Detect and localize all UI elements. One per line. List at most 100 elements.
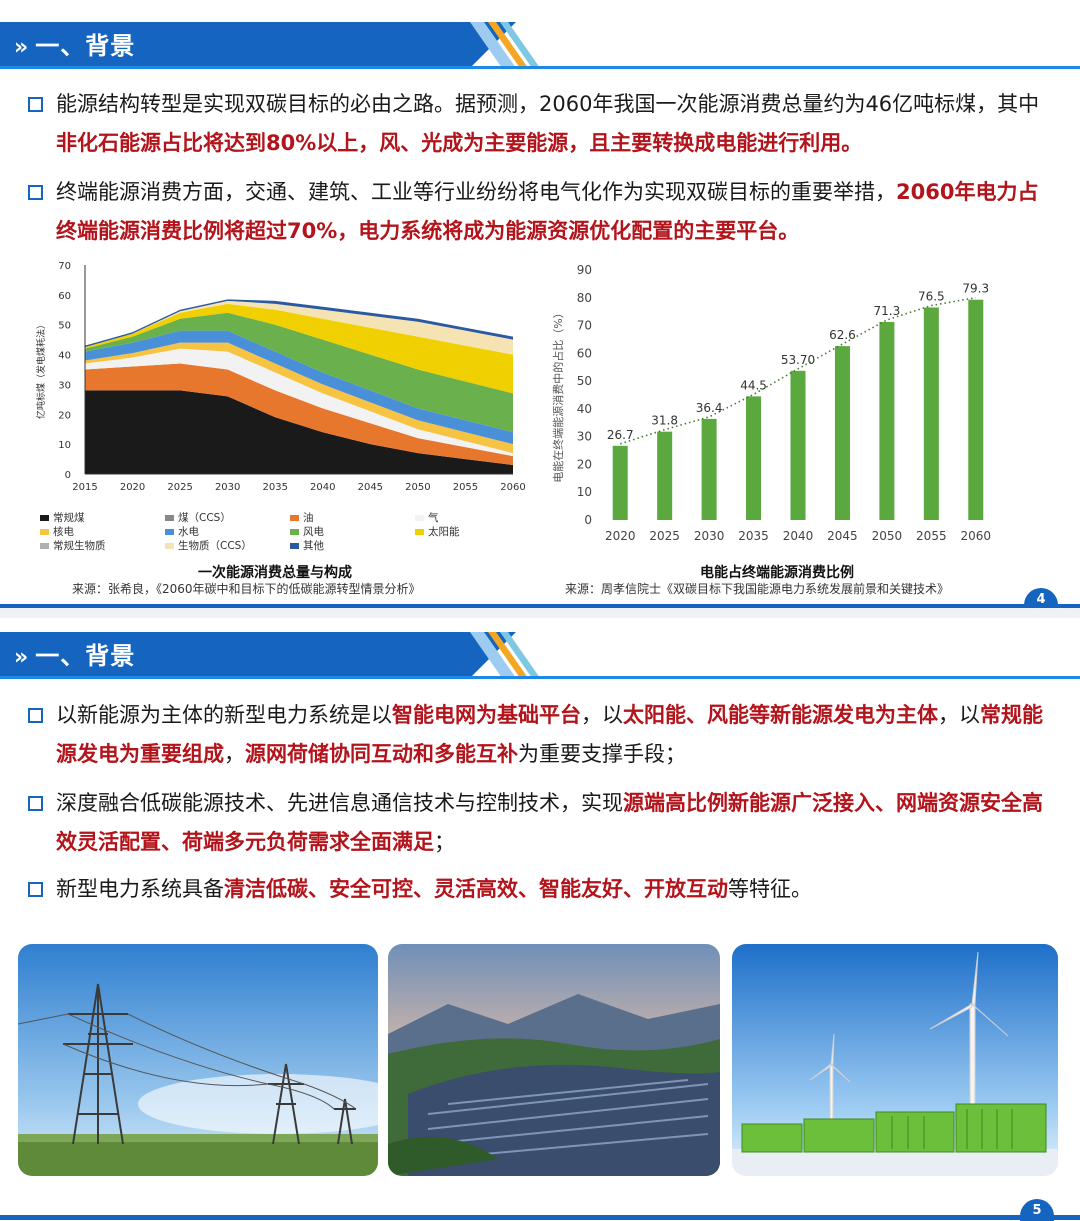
y-axis-label: 电能在终端能源消费中的占比（%） — [551, 307, 565, 482]
y-tick-label: 60 — [58, 291, 71, 302]
wind-turbine-energy-storage-image — [732, 944, 1058, 1176]
header-banner — [0, 632, 470, 678]
bar-value-label: 31.8 — [651, 414, 678, 428]
legend-label: 太阳能 — [428, 526, 460, 538]
header-stripes-icon — [470, 22, 540, 68]
x-tick-label: 2035 — [262, 482, 287, 493]
bar-2030 — [701, 418, 717, 520]
body-text: ； — [434, 830, 455, 854]
body-text: 以新能源为主体的新型电力系统是以 — [56, 703, 392, 727]
area-series-6 — [85, 303, 513, 394]
page-number: 4 — [1024, 588, 1058, 610]
y-tick-label: 30 — [58, 380, 71, 391]
bar-value-label: 36.4 — [696, 401, 723, 415]
square-bullet-icon — [28, 185, 43, 200]
y-tick-label: 50 — [577, 374, 592, 388]
legend-label: 煤（CCS） — [178, 512, 231, 524]
bar-value-label: 79.3 — [962, 282, 989, 296]
square-bullet-icon — [28, 708, 43, 723]
y-tick-label: 10 — [577, 485, 592, 499]
y-tick-label: 60 — [577, 346, 592, 360]
highlight-text: 太阳能、风能等新能源发电为主体 — [623, 703, 938, 727]
legend-swatch — [415, 515, 424, 521]
legend-item: 核电 — [40, 524, 74, 539]
legend-item: 其他 — [290, 538, 324, 553]
y-tick-label: 70 — [58, 261, 71, 272]
body-text: 终端能源消费方面，交通、建筑、工业等行业纷纷将电气化作为实现双碳目标的重要举措， — [56, 180, 896, 204]
bar-2035 — [746, 396, 762, 520]
section-title-text: 一、背景 — [35, 32, 136, 60]
bar-2050 — [879, 321, 895, 520]
body-text: ，以 — [938, 703, 980, 727]
bar-value-label: 44.5 — [740, 378, 767, 392]
power-transmission-towers-image — [18, 944, 378, 1176]
y-axis-label: 亿吨标煤（发电煤耗法） — [35, 320, 47, 419]
legend-item: 水电 — [165, 524, 199, 539]
legend-label: 其他 — [303, 540, 324, 552]
square-bullet-icon — [28, 97, 43, 112]
x-tick-label: 2045 — [358, 482, 383, 493]
bar-2055 — [923, 307, 939, 520]
legend-item: 常规煤 — [40, 510, 85, 525]
footer-bar — [0, 604, 1080, 609]
legend-swatch — [40, 543, 49, 549]
body-text: 深度融合低碳能源技术、先进信息通信技术与控制技术，实现 — [56, 791, 623, 815]
legend-item: 生物质（CCS） — [165, 538, 252, 553]
legend-label: 核电 — [53, 526, 74, 538]
y-tick-label: 0 — [584, 513, 592, 527]
legend-label: 水电 — [178, 526, 199, 538]
body-text: 为重要支撑手段； — [518, 742, 686, 766]
bar-chart-title: 电能占终端能源消费比例 — [700, 565, 854, 581]
y-tick-label: 20 — [577, 457, 592, 471]
bar-2025 — [657, 431, 673, 520]
area-series-2 — [85, 348, 513, 457]
area-series-4 — [85, 330, 513, 445]
x-tick-label: 2050 — [872, 529, 903, 543]
slide-separator — [0, 608, 1080, 620]
section-title: » 一、背景 — [14, 636, 135, 671]
bar-value-label: 26.7 — [607, 428, 634, 442]
legend-label: 生物质（CCS） — [178, 540, 252, 552]
legend-swatch — [290, 529, 299, 535]
y-tick-label: 30 — [577, 430, 592, 444]
bar-chart-source: 来源：周孝信院士《双碳目标下我国能源电力系统发展前景和关键技术》 — [565, 582, 950, 596]
legend-swatch — [290, 515, 299, 521]
trend-line — [619, 296, 976, 445]
y-tick-label: 40 — [577, 402, 592, 416]
x-tick-label: 2015 — [72, 482, 97, 493]
chevron-icon: » — [14, 35, 30, 60]
bullet-paragraph-1: 能源结构转型是实现双碳目标的必由之路。据预测，2060年我国一次能源消费总量约为… — [28, 85, 1058, 163]
bar-value-label: 62.6 — [829, 328, 856, 342]
section-title: » 一、背景 — [14, 26, 135, 61]
area-series-5 — [85, 312, 513, 433]
highlight-text: 非化石能源占比将达到80%以上，风、光成为主要能源，且主要转换成电能进行利用。 — [56, 131, 863, 155]
x-tick-label: 2055 — [453, 482, 478, 493]
legend-label: 气 — [428, 512, 439, 524]
legend-swatch — [165, 515, 174, 521]
highlight-text: 常规能源发电为重要组成 — [56, 703, 1043, 766]
bar-value-label: 76.5 — [918, 290, 945, 304]
highlight-text: 源端高比例新能源广泛接入、网端资源安全高效灵活配置、荷端多元负荷需求全面满足 — [56, 791, 1043, 854]
bar-2045 — [834, 346, 850, 520]
square-bullet-icon — [28, 796, 43, 811]
highlight-text: 2060年电力占终端能源消费比例将超过70%，电力系统将成为能源资源优化配置的主… — [56, 180, 1039, 243]
bullet-paragraph-2: 深度融合低碳能源技术、先进信息通信技术与控制技术，实现源端高比例新能源广泛接入、… — [28, 784, 1058, 862]
x-tick-label: 2030 — [215, 482, 240, 493]
x-tick-label: 2040 — [310, 482, 335, 493]
bar-2060 — [968, 299, 984, 520]
bar-2040 — [790, 370, 806, 520]
x-tick-label: 2045 — [827, 529, 858, 543]
y-tick-label: 10 — [58, 440, 71, 451]
legend-label: 油 — [303, 512, 314, 524]
area-series-0 — [85, 390, 513, 474]
y-tick-label: 0 — [65, 470, 71, 481]
body-text: 能源结构转型是实现双碳目标的必由之路。据预测，2060年我国一次能源消费总量约为… — [56, 92, 1040, 116]
slide-5: » 一、背景 以新能源为主体的新型电力系统是以智能电网为基础平台，以太阳能、风能等… — [0, 618, 1080, 1221]
slide-4: » 一、背景 能源结构转型是实现双碳目标的必由之路。据预测，2060年我国一次能源… — [0, 0, 1080, 610]
header-stripes-icon — [470, 632, 540, 678]
legend-item: 常规生物质 — [40, 538, 106, 553]
area-chart-source: 来源：张希良，《2060年碳中和目标下的低碳能源转型情景分析》 — [72, 582, 421, 596]
bullet-text: 终端能源消费方面，交通、建筑、工业等行业纷纷将电气化作为实现双碳目标的重要举措，… — [56, 173, 1058, 251]
bar-value-label: 53.70 — [781, 353, 815, 367]
